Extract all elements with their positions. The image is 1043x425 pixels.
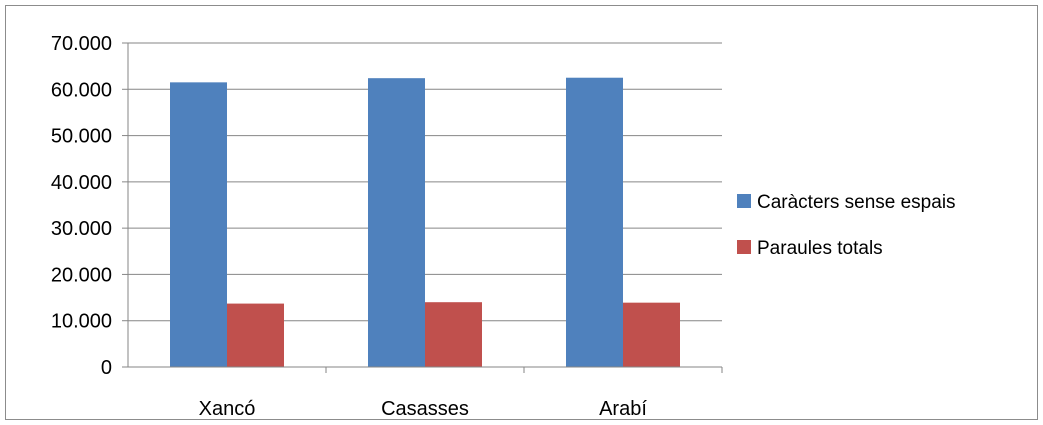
category-label: Arabí (599, 398, 647, 420)
category-label: Xancó (199, 398, 256, 420)
axes (122, 42, 723, 373)
y-tick-label: 0 (101, 357, 112, 379)
bar (425, 302, 482, 367)
bar (623, 302, 680, 367)
legend: Caràcters sense espais Paraules totals (737, 192, 956, 259)
y-tick-label: 20.000 (51, 264, 112, 286)
bar (227, 303, 284, 367)
y-tick-label: 70.000 (51, 33, 112, 55)
legend-swatch (737, 194, 751, 208)
y-tick-label: 60.000 (51, 79, 112, 101)
bar (368, 78, 425, 368)
category-label: Casasses (381, 398, 469, 420)
legend-swatch (737, 240, 751, 254)
legend-label: Paraules totals (757, 238, 883, 259)
bars (170, 77, 680, 368)
category-labels: Xancó Casasses Arabí (199, 398, 648, 420)
y-tick-label: 30.000 (51, 218, 112, 240)
bar (170, 82, 227, 367)
legend-label: Caràcters sense espais (757, 192, 956, 213)
y-tick-label: 40.000 (51, 172, 112, 194)
y-tick-label: 50.000 (51, 126, 112, 148)
y-tick-label: 10.000 (51, 311, 112, 333)
y-tick-labels: 0 10.000 20.000 30.000 40.000 50.000 60.000 70.… (51, 33, 112, 379)
bar (566, 77, 623, 367)
